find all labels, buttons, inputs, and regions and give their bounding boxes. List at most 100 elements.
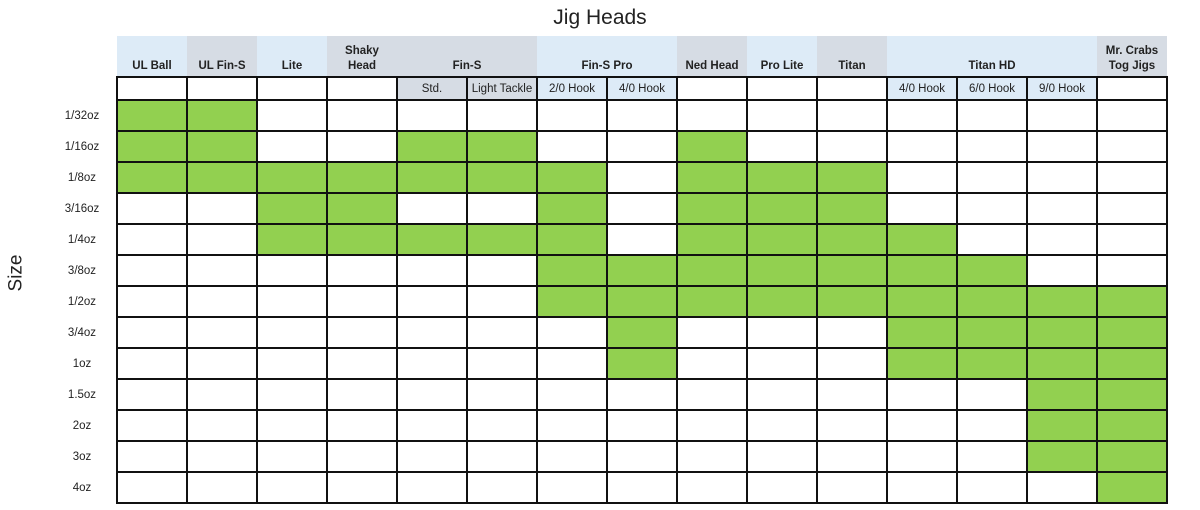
cell-empty: [116, 347, 188, 380]
cell-empty: [606, 471, 678, 504]
cell-available: [956, 285, 1028, 318]
cell-available: [1096, 285, 1168, 318]
cell-available: [1096, 378, 1168, 411]
subcolumn-header: 2/0 Hook: [536, 76, 608, 101]
cell-available: [676, 223, 748, 256]
cell-available: [746, 161, 818, 194]
cell-empty: [956, 409, 1028, 442]
row-label: 3oz: [72, 450, 92, 463]
cell-empty: [816, 130, 888, 163]
cell-empty: [256, 347, 328, 380]
cell-available: [256, 223, 328, 256]
cell-available: [956, 316, 1028, 349]
group-header: Titan: [817, 36, 887, 77]
cell-empty: [536, 130, 608, 163]
cell-empty: [1096, 99, 1168, 132]
cell-available: [256, 192, 328, 225]
cell-empty: [956, 99, 1028, 132]
cell-empty: [396, 99, 468, 132]
cell-empty: [186, 471, 258, 504]
cell-empty: [466, 378, 538, 411]
size-row: 3oz: [48, 440, 1168, 473]
cell-empty: [326, 440, 398, 473]
cell-empty: [816, 316, 888, 349]
cell-available: [1096, 440, 1168, 473]
cell-available: [886, 285, 958, 318]
cell-empty: [1096, 130, 1168, 163]
group-header: Lite: [257, 36, 327, 77]
cell-available: [816, 161, 888, 194]
cell-empty: [816, 378, 888, 411]
group-header: Mr. Crabs Tog Jigs: [1097, 36, 1167, 77]
cell-empty: [396, 378, 468, 411]
cell-empty: [676, 99, 748, 132]
cell-empty: [256, 471, 328, 504]
cell-empty: [536, 409, 608, 442]
cell-empty: [256, 440, 328, 473]
cell-empty: [1096, 161, 1168, 194]
cell-empty: [676, 316, 748, 349]
cell-available: [886, 223, 958, 256]
cell-empty: [396, 347, 468, 380]
cell-empty: [396, 471, 468, 504]
cell-empty: [886, 161, 958, 194]
cell-available: [466, 223, 538, 256]
cell-available: [816, 192, 888, 225]
size-row: 1oz: [48, 347, 1168, 380]
size-row: 2oz: [48, 409, 1168, 442]
cell-empty: [186, 316, 258, 349]
cell-empty: [116, 471, 188, 504]
size-row: 3/4oz: [48, 316, 1168, 349]
subcolumn-header: Light Tackle: [466, 76, 538, 101]
cell-available: [326, 192, 398, 225]
cell-empty: [746, 347, 818, 380]
cell-empty: [606, 99, 678, 132]
cell-empty: [536, 99, 608, 132]
cell-available: [1096, 316, 1168, 349]
cell-empty: [816, 99, 888, 132]
cell-empty: [116, 316, 188, 349]
group-header: Shaky Head: [327, 36, 397, 77]
cell-empty: [676, 409, 748, 442]
cell-empty: [1026, 161, 1098, 194]
row-label: 3/4oz: [67, 326, 97, 339]
cell-empty: [536, 471, 608, 504]
cell-available: [1026, 285, 1098, 318]
cell-empty: [326, 378, 398, 411]
cell-empty: [466, 409, 538, 442]
cell-available: [676, 254, 748, 287]
y-axis-label: Size: [5, 254, 27, 292]
size-row: 1/4oz: [48, 223, 1168, 256]
cell-empty: [886, 409, 958, 442]
size-row: 1/8oz: [48, 161, 1168, 194]
group-header: Ned Head: [677, 36, 747, 77]
size-row: 4oz: [48, 471, 1168, 504]
cell-available: [1026, 316, 1098, 349]
cell-available: [816, 254, 888, 287]
cell-empty: [676, 378, 748, 411]
cell-available: [186, 130, 258, 163]
cell-available: [886, 254, 958, 287]
row-label: 3/16oz: [64, 202, 100, 215]
subcolumn-header: 4/0 Hook: [606, 76, 678, 101]
cell-empty: [536, 440, 608, 473]
subcolumn-header: 6/0 Hook: [956, 76, 1028, 101]
row-label: 1/4oz: [67, 233, 97, 246]
cell-available: [746, 254, 818, 287]
cell-empty: [186, 440, 258, 473]
row-label: 3/8oz: [67, 264, 97, 277]
cell-available: [116, 161, 188, 194]
cell-empty: [1096, 223, 1168, 256]
group-header-row: UL Ball UL Fin-S Lite Shaky Head Fin-S Fin-S …: [48, 36, 1167, 77]
cell-empty: [746, 99, 818, 132]
cell-empty: [956, 192, 1028, 225]
cell-empty: [396, 285, 468, 318]
cell-empty: [466, 471, 538, 504]
cell-empty: [256, 130, 328, 163]
cell-empty: [816, 409, 888, 442]
cell-empty: [466, 285, 538, 318]
cell-available: [1096, 471, 1168, 504]
corner-cell: [48, 36, 117, 77]
cell-empty: [326, 254, 398, 287]
subcolumn-header: 9/0 Hook: [1026, 76, 1098, 101]
